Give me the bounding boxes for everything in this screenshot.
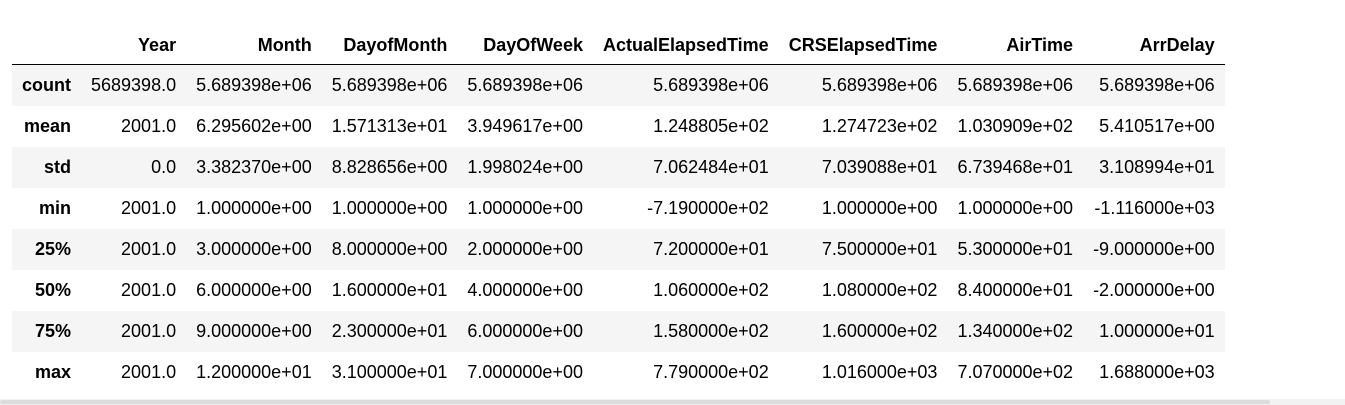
table-cell: 7.790000e+02 xyxy=(653,361,769,382)
table-header-row: Year Month DayofMonth DayOfWeek ActualEl… xyxy=(12,26,1225,65)
table-cell: 5.689398e+06 xyxy=(1099,74,1215,95)
table-cell: 6.739468e+01 xyxy=(957,156,1074,177)
table-cell: -7.190000e+02 xyxy=(647,197,769,218)
table-cell: 9.000000e+00 xyxy=(196,320,312,341)
table-cell: 1.600000e+02 xyxy=(821,320,938,341)
row-index-label: 25% xyxy=(34,238,71,259)
table-cell: 1.571313e+01 xyxy=(331,115,448,136)
table-cell: 2001.0 xyxy=(121,361,177,382)
table-cell: 6.295602e+00 xyxy=(196,115,312,136)
table-cell: 4.000000e+00 xyxy=(467,279,583,300)
row-index-label: min xyxy=(38,197,71,218)
table-cell: 1.000000e+01 xyxy=(1099,320,1215,341)
table-cell: 1.580000e+02 xyxy=(653,320,769,341)
table-row: 75% 2001.0 9.000000e+00 2.300000e+01 6.0… xyxy=(12,310,1225,352)
table-cell: 1.030909e+02 xyxy=(957,115,1074,136)
table-cell: 1.688000e+03 xyxy=(1099,361,1215,382)
table-cell: 1.200000e+01 xyxy=(196,361,312,382)
table-cell: 1.080000e+02 xyxy=(821,279,938,300)
table-cell: 5.689398e+06 xyxy=(467,74,583,95)
table-cell: 1.248805e+02 xyxy=(653,115,769,136)
table-cell: -1.116000e+03 xyxy=(1094,197,1215,218)
row-index-label: 50% xyxy=(34,279,71,300)
column-header-arrdelay: ArrDelay xyxy=(1083,26,1225,65)
row-index-label: max xyxy=(34,361,71,382)
table-cell: 1.274723e+02 xyxy=(821,115,938,136)
column-header-index xyxy=(12,26,81,65)
table-cell: 5.689398e+06 xyxy=(957,74,1074,95)
table-cell: 5.689398e+06 xyxy=(653,74,769,95)
table-cell: 1.000000e+00 xyxy=(821,197,938,218)
table-cell: 7.500000e+01 xyxy=(821,238,938,259)
row-index-label: 75% xyxy=(34,320,71,341)
column-header-airtime: AirTime xyxy=(947,26,1084,65)
table-cell: 2001.0 xyxy=(121,115,177,136)
table-cell: 5.300000e+01 xyxy=(957,238,1074,259)
table-row: max 2001.0 1.200000e+01 3.100000e+01 7.0… xyxy=(12,351,1225,393)
table-cell: 5.689398e+06 xyxy=(196,74,312,95)
describe-dataframe-table: Year Month DayofMonth DayOfWeek ActualEl… xyxy=(12,26,1225,393)
table-cell: 7.200000e+01 xyxy=(653,238,769,259)
table-cell: 6.000000e+00 xyxy=(196,279,312,300)
table-row: count 5689398.0 5.689398e+06 5.689398e+0… xyxy=(12,64,1225,106)
table-cell: 1.000000e+00 xyxy=(331,197,448,218)
horizontal-scrollbar-thumb[interactable] xyxy=(0,400,1270,404)
column-header-crselapsedtime: CRSElapsedTime xyxy=(778,26,948,65)
table-cell: 5.410517e+00 xyxy=(1099,115,1215,136)
column-header-dayofmonth: DayofMonth xyxy=(321,26,458,65)
table-cell: 7.062484e+01 xyxy=(653,156,769,177)
column-header-actualelapsedtime: ActualElapsedTime xyxy=(592,26,779,65)
table-cell: 8.400000e+01 xyxy=(957,279,1074,300)
table-cell: 0.0 xyxy=(151,156,177,177)
table-cell: 8.000000e+00 xyxy=(331,238,448,259)
table-cell: 8.828656e+00 xyxy=(331,156,448,177)
table-cell: 7.070000e+02 xyxy=(957,361,1074,382)
table-cell: 5689398.0 xyxy=(91,74,177,95)
table-cell: 6.000000e+00 xyxy=(467,320,583,341)
row-index-label: mean xyxy=(23,115,71,136)
table-cell: 1.000000e+00 xyxy=(467,197,583,218)
table-cell: -9.000000e+00 xyxy=(1093,238,1215,259)
column-header-dayofweek: DayOfWeek xyxy=(457,26,593,65)
table-cell: 7.039088e+01 xyxy=(821,156,938,177)
row-index-label: std xyxy=(44,156,71,177)
table-cell: 7.000000e+00 xyxy=(467,361,583,382)
table-cell: 3.000000e+00 xyxy=(196,238,312,259)
table-cell: 1.600000e+01 xyxy=(331,279,448,300)
table-cell: 1.998024e+00 xyxy=(467,156,583,177)
table-cell: 3.949617e+00 xyxy=(467,115,583,136)
table-cell: 3.108994e+01 xyxy=(1099,156,1215,177)
table-row: 50% 2001.0 6.000000e+00 1.600000e+01 4.0… xyxy=(12,269,1225,311)
table-cell: 1.060000e+02 xyxy=(653,279,769,300)
table-cell: 3.100000e+01 xyxy=(331,361,448,382)
column-header-month: Month xyxy=(186,26,322,65)
table-cell: 2.300000e+01 xyxy=(331,320,448,341)
table-body: count 5689398.0 5.689398e+06 5.689398e+0… xyxy=(12,64,1225,393)
table-cell: -2.000000e+00 xyxy=(1093,279,1215,300)
table-cell: 2.000000e+00 xyxy=(467,238,583,259)
table-row: min 2001.0 1.000000e+00 1.000000e+00 1.0… xyxy=(12,187,1225,229)
row-index-label: count xyxy=(22,74,71,95)
column-header-year: Year xyxy=(81,26,187,65)
table-cell: 1.000000e+00 xyxy=(196,197,312,218)
table-cell: 5.689398e+06 xyxy=(821,74,938,95)
table-cell: 2001.0 xyxy=(121,320,177,341)
table-cell: 1.000000e+00 xyxy=(957,197,1074,218)
horizontal-scrollbar[interactable] xyxy=(0,399,1345,405)
table-cell: 1.340000e+02 xyxy=(957,320,1074,341)
table-cell: 3.382370e+00 xyxy=(196,156,312,177)
table-cell: 2001.0 xyxy=(121,197,177,218)
table-cell: 5.689398e+06 xyxy=(331,74,448,95)
table-row: mean 2001.0 6.295602e+00 1.571313e+01 3.… xyxy=(12,105,1225,147)
table-cell: 2001.0 xyxy=(121,279,177,300)
table-row: 25% 2001.0 3.000000e+00 8.000000e+00 2.0… xyxy=(12,228,1225,270)
table-cell: 1.016000e+03 xyxy=(821,361,938,382)
table-row: std 0.0 3.382370e+00 8.828656e+00 1.9980… xyxy=(12,146,1225,188)
table-cell: 2001.0 xyxy=(121,238,177,259)
